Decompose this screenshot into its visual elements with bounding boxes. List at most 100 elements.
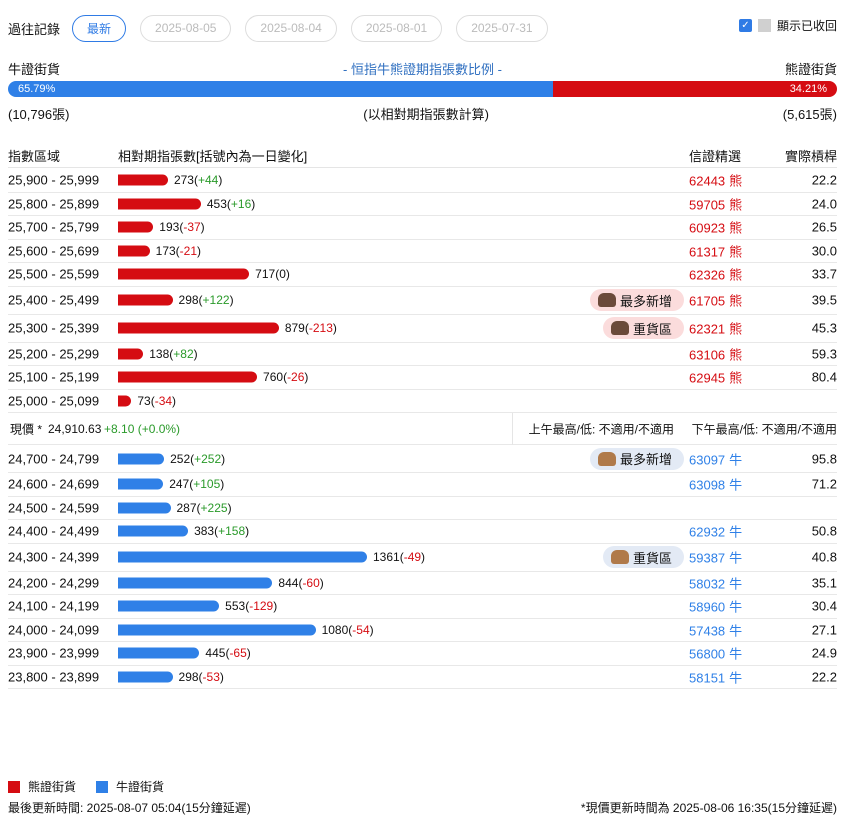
warrant-code-link[interactable]: 58151 牛 [689, 667, 742, 686]
contract-count: 453 [206, 196, 227, 211]
checkbox-checked-icon[interactable]: ✓ [738, 19, 752, 32]
warrant-code-link[interactable]: 62321 熊 [689, 319, 742, 338]
contract-value: 273(+44) [173, 173, 223, 188]
bull-bar [118, 600, 220, 612]
contract-value: 383(+158) [194, 524, 250, 539]
warrant-type: 牛 [729, 646, 743, 662]
warrant-code[interactable]: 59705 [689, 197, 726, 213]
bear-bar [118, 322, 279, 334]
warrant-code[interactable]: 60923 [689, 220, 726, 236]
tab-date[interactable]: 2025-08-04 [245, 14, 337, 42]
bear-bar [118, 395, 132, 407]
warrant-code-link[interactable]: 59705 熊 [689, 194, 742, 213]
bear-badge: 重貨區 [602, 317, 684, 339]
warrant-code-link[interactable]: 63097 牛 [689, 449, 742, 468]
warrant-code-link[interactable]: 58960 牛 [689, 597, 742, 616]
table-row: 25,000 - 25,099 73(-34) [8, 390, 837, 413]
warrant-code[interactable]: 62932 [689, 524, 726, 540]
current-price: 24,910.63 [48, 421, 102, 436]
ratio-bar: 65.79% 34.21% [8, 81, 837, 97]
range-label: 25,200 - 25,299 [8, 346, 100, 362]
warrant-code[interactable]: 59387 [689, 550, 726, 566]
history-bar: 過往記錄 最新 2025-08-05 2025-08-04 2025-08-01… [8, 14, 837, 42]
warrant-code-link[interactable]: 62326 熊 [689, 265, 742, 284]
leverage-value: 35.1 [811, 575, 837, 591]
daily-change: -34 [154, 393, 173, 408]
bear-bar [118, 268, 250, 280]
warrant-code-link[interactable]: 62443 熊 [689, 171, 742, 190]
leverage-value: 26.5 [811, 219, 837, 235]
bear-swatch [8, 780, 20, 793]
warrant-code-link[interactable]: 62945 熊 [689, 368, 742, 387]
show-recalled-toggle[interactable]: ✓ 顯示已收回 [738, 17, 837, 34]
daily-change: +105 [193, 477, 221, 492]
warrant-code-link[interactable]: 63098 牛 [689, 475, 742, 494]
contract-count: 73 [137, 393, 151, 408]
contract-count: 247 [169, 477, 190, 492]
leverage-value: 24.0 [811, 196, 837, 212]
contract-count: 273 [173, 173, 194, 188]
range-label: 24,300 - 24,399 [8, 549, 100, 565]
bull-icon [610, 550, 629, 564]
warrant-code[interactable]: 63098 [689, 477, 726, 493]
warrant-type: 牛 [729, 623, 743, 639]
leverage-value: 71.2 [811, 476, 837, 492]
daily-change: -65 [229, 646, 247, 661]
tab-date[interactable]: 2025-08-01 [350, 14, 443, 42]
table-row: 25,700 - 25,799 193(-37) 60923 熊 26.5 [8, 216, 837, 240]
warrant-code[interactable]: 62443 [689, 173, 726, 189]
contract-value: 1361(-49) [373, 550, 426, 564]
contract-value: 138(+82) [149, 346, 198, 361]
bull-bar [118, 502, 171, 514]
last-updated: 最後更新時間: 2025-08-07 05:04(15分鐘延遲) [8, 801, 251, 815]
warrant-code[interactable]: 58032 [689, 576, 726, 592]
range-label: 24,200 - 24,299 [8, 575, 100, 591]
warrant-code[interactable]: 61317 [689, 244, 726, 260]
warrant-code[interactable]: 58960 [689, 599, 726, 615]
leverage-value: 24.9 [811, 645, 837, 661]
range-label: 24,600 - 24,699 [8, 476, 100, 492]
table-row: 24,300 - 24,399 1361(-49) 重貨區 59387 牛 40.8 [8, 544, 837, 572]
warrant-code-link[interactable]: 56800 牛 [689, 644, 742, 663]
leverage-value: 45.3 [811, 320, 837, 336]
warrant-code[interactable]: 62326 [689, 267, 726, 283]
table-row: 24,400 - 24,499 383(+158) 62932 牛 50.8 [8, 520, 837, 544]
warrant-code[interactable]: 58151 [689, 670, 726, 686]
daily-change: -213 [308, 321, 333, 335]
warrant-code-link[interactable]: 61317 熊 [689, 241, 742, 260]
warrant-code-link[interactable]: 61705 熊 [689, 291, 742, 310]
warrant-code-link[interactable]: 62932 牛 [689, 522, 742, 541]
contract-count: 760 [263, 370, 284, 385]
warrant-code-link[interactable]: 57438 牛 [689, 620, 742, 639]
table-header: 指數區域 相對期指張數[括號內為一日變化] 信證精選 實際槓桿 [8, 146, 837, 168]
warrant-code[interactable]: 62321 [689, 321, 726, 337]
bull-bar [118, 624, 316, 636]
leverage-value: 59.3 [811, 346, 837, 362]
tab-date[interactable]: 2025-07-31 [456, 14, 548, 42]
warrant-code[interactable]: 63097 [689, 452, 726, 467]
range-label: 25,600 - 25,699 [8, 243, 100, 259]
warrant-code-link[interactable]: 59387 牛 [689, 548, 742, 567]
contract-value: 760(-26) [263, 370, 309, 385]
warrant-code[interactable]: 57438 [689, 623, 726, 639]
contract-value: 844(-60) [278, 575, 324, 590]
daily-change: +252 [194, 451, 222, 466]
leverage-value: 80.4 [811, 369, 837, 385]
range-label: 23,900 - 23,999 [8, 645, 100, 661]
current-price-row: 現價 * 24,910.63 +8.10 (+0.0%) 上午最高/低: 不適用/不適… [8, 412, 837, 445]
legend-bear: 熊證街貨 [28, 780, 77, 794]
contract-count: 717 [255, 267, 276, 282]
tab-latest[interactable]: 最新 [72, 14, 127, 42]
tab-date[interactable]: 2025-08-05 [140, 14, 232, 42]
warrant-code-link[interactable]: 63106 熊 [689, 344, 742, 363]
warrant-code-link[interactable]: 60923 熊 [689, 218, 742, 237]
warrant-code[interactable]: 63106 [689, 347, 726, 363]
warrant-code[interactable]: 62945 [689, 370, 726, 386]
warrant-code[interactable]: 61705 [689, 293, 726, 309]
warrant-code[interactable]: 56800 [689, 646, 726, 662]
warrant-code-link[interactable]: 58032 牛 [689, 573, 742, 592]
leverage-value: 30.4 [811, 598, 837, 614]
range-label: 24,400 - 24,499 [8, 523, 100, 539]
header-leverage: 實際槓桿 [784, 149, 837, 164]
warrant-type: 牛 [729, 477, 743, 493]
